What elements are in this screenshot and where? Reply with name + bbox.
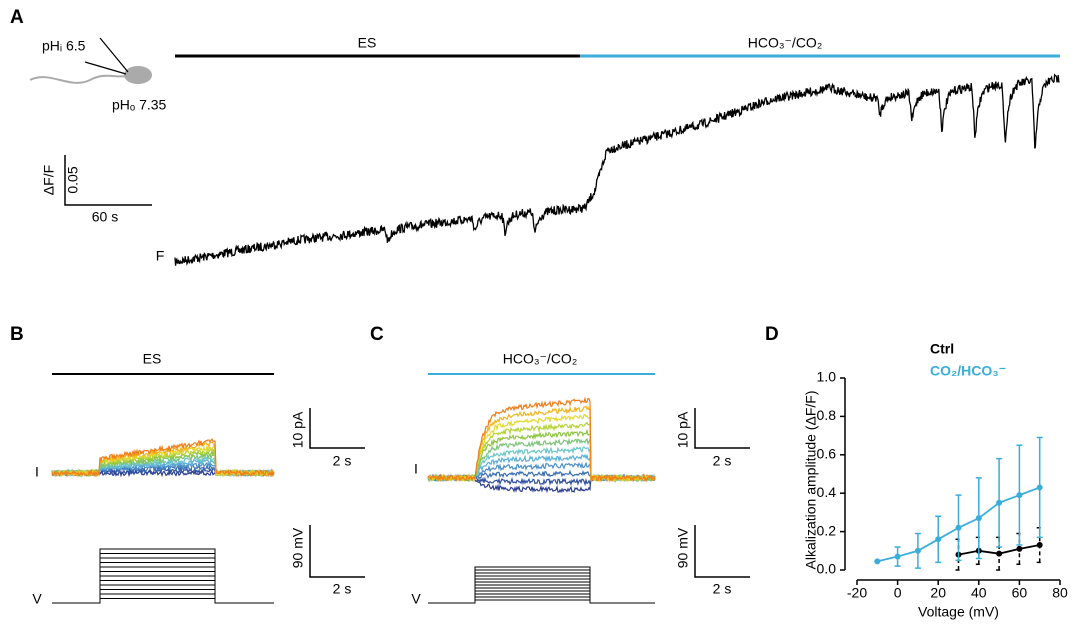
step bbox=[428, 569, 655, 604]
scale-bar bbox=[309, 525, 365, 578]
step bbox=[428, 566, 655, 604]
scale-label: 90 mV bbox=[675, 527, 691, 568]
condition-label: HCO₃⁻/CO₂ bbox=[503, 351, 578, 367]
legend-entry: CO₂/HCO₃⁻ bbox=[930, 363, 1006, 379]
scale-label: 0.05 bbox=[65, 166, 81, 193]
step bbox=[428, 575, 655, 604]
condition-label: HCO₃⁻/CO₂ bbox=[748, 35, 823, 51]
current-traces bbox=[51, 438, 275, 478]
fluorescence-trace bbox=[174, 73, 1060, 266]
step bbox=[52, 598, 274, 604]
trace bbox=[174, 73, 1060, 266]
point bbox=[996, 499, 1003, 506]
trace bbox=[427, 396, 656, 483]
x-tick-label: 80 bbox=[1052, 585, 1068, 601]
scale-label: 2 s bbox=[713, 581, 732, 597]
x-tick-label: 40 bbox=[971, 585, 987, 601]
y-tick-label: 0.6 bbox=[817, 446, 837, 462]
legend-entry: Ctrl bbox=[930, 341, 954, 357]
point bbox=[874, 558, 881, 565]
condition-label: ES bbox=[143, 351, 162, 367]
condition-label: ES bbox=[358, 35, 377, 51]
x-tick-label: 60 bbox=[1012, 585, 1028, 601]
point bbox=[1036, 542, 1043, 549]
step bbox=[52, 580, 274, 604]
cartoon-label: pHₒ 7.35 bbox=[112, 97, 167, 113]
scale-label: 2 s bbox=[333, 581, 352, 597]
scale-label: 60 s bbox=[92, 209, 118, 225]
x-axis-label: Voltage (mV) bbox=[918, 604, 999, 620]
y-tick-label: 0.0 bbox=[817, 561, 837, 577]
trace-label: I bbox=[414, 461, 418, 477]
point bbox=[996, 550, 1003, 557]
panel-label: B bbox=[10, 324, 24, 345]
step bbox=[428, 587, 655, 604]
scale-bar bbox=[694, 525, 750, 578]
point bbox=[914, 547, 921, 554]
scale-label: 2 s bbox=[713, 453, 732, 469]
step bbox=[52, 553, 274, 604]
y-axis-label: Alkalization amplitude (ΔF/F) bbox=[803, 391, 819, 570]
trace bbox=[427, 414, 656, 483]
step bbox=[52, 548, 274, 604]
sperm-cartoon bbox=[29, 37, 152, 84]
scale-label: 2 s bbox=[333, 453, 352, 469]
scale-label: ΔF/F bbox=[41, 165, 57, 195]
scale-label: 10 pA bbox=[290, 411, 306, 448]
panel-label: C bbox=[370, 324, 384, 345]
trace-label: V bbox=[411, 591, 421, 607]
point bbox=[935, 536, 942, 543]
point bbox=[1036, 484, 1043, 491]
scale-bar bbox=[694, 408, 750, 449]
x-tick-label: 20 bbox=[930, 585, 946, 601]
voltage-steps bbox=[52, 548, 274, 604]
current-traces bbox=[427, 396, 656, 494]
scale-label: 90 mV bbox=[290, 527, 306, 568]
point bbox=[894, 553, 901, 560]
x-tick-label: 0 bbox=[894, 585, 902, 601]
y-tick-label: 0.2 bbox=[817, 522, 837, 538]
step bbox=[52, 562, 274, 604]
y-tick-label: 0.8 bbox=[817, 407, 837, 423]
scale-bar bbox=[64, 155, 152, 206]
step bbox=[428, 593, 655, 604]
scale-label: 10 pA bbox=[675, 411, 691, 448]
trace-label: V bbox=[32, 591, 42, 607]
point bbox=[1016, 492, 1023, 499]
trace bbox=[51, 438, 275, 478]
point bbox=[975, 515, 982, 522]
step bbox=[52, 589, 274, 604]
chart: 0.0 0.2 0.4 0.6 0.8 1.0 -20 0 20 40 60 80 Voltage (m… bbox=[803, 341, 1068, 620]
point bbox=[1016, 545, 1023, 552]
y-tick-label: 0.4 bbox=[817, 484, 837, 500]
trace-label: I bbox=[35, 464, 39, 480]
panel-label: D bbox=[765, 324, 779, 345]
scale-bar bbox=[309, 408, 365, 449]
x-tick-label: -20 bbox=[847, 585, 867, 601]
y-tick-label: 1.0 bbox=[817, 369, 837, 385]
trace bbox=[427, 405, 656, 483]
panel-label: A bbox=[10, 7, 24, 28]
trace bbox=[427, 428, 656, 483]
cartoon-label: pHᵢ 6.5 bbox=[42, 38, 86, 54]
point bbox=[955, 524, 962, 531]
voltage-steps bbox=[428, 566, 655, 604]
trace-label: F bbox=[156, 248, 165, 264]
